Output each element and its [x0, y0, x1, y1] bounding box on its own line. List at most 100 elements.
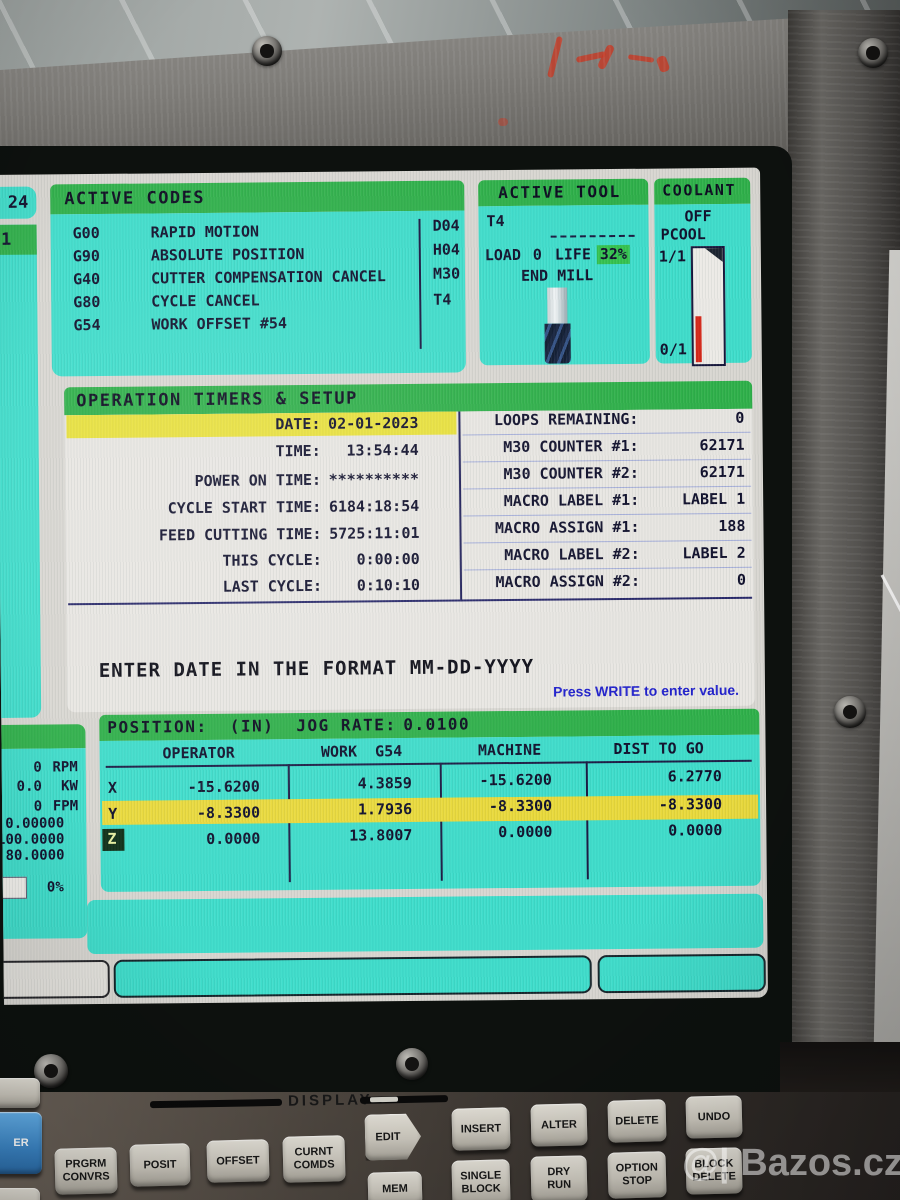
col-header: OPERATOR	[162, 743, 235, 763]
single-block-key[interactable]: SINGLE BLOCK	[451, 1159, 511, 1200]
counter-label: LOOPS REMAINING:	[493, 409, 639, 430]
insert-key[interactable]: INSERT	[451, 1107, 511, 1151]
pos-value: -8.3300	[196, 803, 261, 823]
gcode-desc: WORK OFFSET #54	[151, 314, 288, 334]
program-number: 001	[0, 229, 12, 251]
red-marker-scribble	[575, 50, 607, 64]
key-label: CURNT	[294, 1145, 334, 1159]
red-marker-scribble	[547, 35, 563, 79]
endmill-flutes	[544, 323, 571, 364]
spindle-value: 0.00000	[5, 815, 65, 832]
softkey-bar[interactable]	[597, 953, 766, 994]
gcode-desc: CUTTER COMPENSATION CANCEL	[150, 267, 386, 288]
timer-value: 13:54:44	[346, 440, 419, 460]
red-marker-scribble	[498, 118, 508, 126]
key-label: INSERT	[460, 1122, 502, 1136]
spindle-unit: FPM	[52, 798, 79, 815]
timer-value: 6184:18:54	[328, 496, 420, 516]
counter-label: MACRO ASSIGN #1:	[494, 517, 640, 538]
screw	[834, 696, 866, 728]
coolant-body: OFF PCOOL 1/1 0/1	[654, 203, 752, 367]
gcode: G54	[73, 315, 101, 335]
gcode: G90	[72, 246, 100, 266]
coolant-header: COOLANT	[654, 177, 751, 205]
key-label: DELETE	[615, 1114, 659, 1128]
active-codes-header: ACTIVE CODES	[50, 180, 465, 215]
coolant-bottom-value: 0/1	[659, 340, 687, 359]
delete-key[interactable]: DELETE	[607, 1099, 667, 1143]
axis-label: X	[107, 778, 118, 797]
prgrm-convrs-key[interactable]: PRGRM CONVRS	[54, 1147, 118, 1195]
alter-key[interactable]: ALTER	[530, 1103, 588, 1147]
gcode-desc: RAPID MOTION	[150, 222, 260, 242]
axis-label: Z	[107, 829, 117, 848]
watermark-symbol: @|	[682, 1142, 730, 1184]
offset-key[interactable]: OFFSET	[206, 1139, 270, 1183]
dry-run-key[interactable]: DRY RUN	[530, 1155, 588, 1200]
divider	[463, 512, 752, 517]
col-header: MACHINE	[477, 740, 542, 760]
position-body: OPERATOR WORK G54 MACHINE DIST TO GO X -…	[99, 734, 761, 892]
gcode-desc: ABSOLUTE POSITION	[150, 244, 305, 265]
counter-label: MACRO LABEL #1:	[503, 490, 640, 511]
key-label: ALTER	[540, 1118, 578, 1132]
undo-key[interactable]: UNDO	[685, 1095, 743, 1139]
partial-key[interactable]	[0, 1078, 40, 1108]
coolant-gauge-marker	[705, 248, 723, 262]
key-label: SINGLE	[460, 1169, 502, 1183]
jog-rate-value: 0.0100	[403, 714, 471, 735]
pos-value: 4.3859	[357, 773, 412, 793]
load-meter	[0, 876, 27, 900]
program-panel: 001	[0, 224, 42, 719]
tool-kind: END MILL	[520, 266, 594, 285]
active-tool-panel: ACTIVE TOOL T4 LOAD 0 LIFE 32% END MILL	[478, 178, 650, 366]
jog-rate-label: JOG RATE:	[296, 715, 397, 736]
coolant-gauge-level	[695, 316, 702, 363]
active-codes-title: ACTIVE CODES	[64, 187, 206, 210]
active-tool-header: ACTIVE TOOL	[478, 178, 649, 207]
timers-title: OPERATION TIMERS & SETUP	[76, 388, 358, 412]
tool-load-label: LOAD	[484, 245, 522, 265]
timer-value: 0:00:00	[356, 549, 420, 569]
side-code: T4	[433, 290, 452, 309]
active-tool-title: ACTIVE TOOL	[498, 181, 621, 203]
mem-key[interactable]: MEM	[367, 1171, 423, 1200]
red-marker-scribble	[655, 54, 671, 74]
spindle-panel: 0 RPM 0.0 KW 0 FPM 0.00000 100.0000 80.0…	[0, 748, 88, 940]
timers-panel: OPERATION TIMERS & SETUP DATE: 02-01-202…	[64, 380, 756, 713]
divider	[68, 596, 753, 606]
posit-key[interactable]: POSIT	[129, 1143, 191, 1187]
timer-value: 0:10:10	[356, 575, 421, 595]
counter-value: LABEL 1	[681, 489, 746, 509]
key-label: PRGRM	[65, 1157, 107, 1171]
key-label: DRY	[547, 1166, 571, 1179]
timer-label: POWER ON TIME:	[194, 470, 322, 491]
display-group-line	[369, 1096, 399, 1103]
divider	[458, 411, 463, 602]
key-label: POSIT	[143, 1158, 177, 1172]
tool-load-value: 0	[532, 245, 542, 264]
pos-value: 0.0000	[206, 829, 261, 848]
input-prompt: ENTER DATE IN THE FORMAT MM-DD-YYYY	[98, 655, 535, 682]
red-marker-scribble	[596, 43, 616, 71]
partial-key[interactable]	[0, 1188, 40, 1200]
counter-value: 188	[718, 516, 746, 536]
spindle-unit: KW	[60, 778, 78, 795]
gcode-desc: CYCLE CANCEL	[151, 291, 260, 311]
curnt-comds-key[interactable]: CURNT COMDS	[282, 1135, 346, 1183]
spindle-unit: RPM	[52, 759, 78, 776]
coolant-gauge	[690, 245, 726, 367]
pos-value: 13.8007	[349, 825, 413, 845]
timers-body: DATE: 02-01-2023 TIME: 13:54:44 POWER ON…	[64, 408, 756, 713]
softkey-bar[interactable]	[113, 955, 592, 998]
endmill-shank	[547, 287, 568, 324]
softkey-bar[interactable]	[0, 959, 110, 1000]
counter-value: 62171	[699, 435, 745, 455]
divider	[418, 218, 422, 349]
option-stop-key[interactable]: OPTION STOP	[607, 1151, 667, 1199]
cnc-display-screen: 24 001 ACTIVE CODES G00 RAPID MOTION G90…	[0, 167, 768, 1005]
pos-value: 6.2770	[667, 767, 722, 786]
timer-value: **********	[328, 469, 420, 489]
blue-key[interactable]: ER	[0, 1112, 42, 1174]
